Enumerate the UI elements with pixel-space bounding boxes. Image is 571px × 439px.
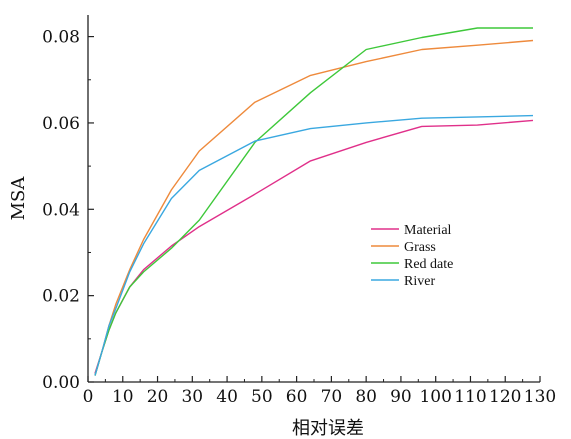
x-axis-title: 相对误差 bbox=[292, 418, 364, 439]
x-tick-label: 90 bbox=[390, 387, 412, 407]
legend-label-river: River bbox=[404, 274, 435, 289]
y-axis-title: MSA bbox=[8, 176, 29, 221]
legend-label-material: Material bbox=[404, 223, 452, 238]
axes: 0 10 20 30 40 50 60 70 80 90 100 110 120 130 0.00 0.02 0… bbox=[42, 15, 556, 407]
x-tick-label: 10 bbox=[112, 387, 134, 407]
x-tick-label: 100 bbox=[419, 387, 451, 407]
y-tick-label: 0.08 bbox=[42, 28, 80, 48]
series-lines bbox=[94, 27, 534, 376]
x-tick-label: 60 bbox=[286, 387, 308, 407]
x-tick-label: 130 bbox=[524, 387, 556, 407]
series-line-material bbox=[94, 119, 534, 374]
legend-label-red-date: Red date bbox=[404, 257, 453, 272]
y-tick-label: 0.00 bbox=[42, 373, 80, 393]
legend: Material Grass Red date River bbox=[371, 223, 453, 289]
x-tick-label: 80 bbox=[355, 387, 377, 407]
x-tick-label: 40 bbox=[216, 387, 238, 407]
series-line-red-date bbox=[94, 27, 533, 376]
x-tick-label: 20 bbox=[147, 387, 169, 407]
x-tick-label: 70 bbox=[321, 387, 343, 407]
x-tick-label: 30 bbox=[181, 387, 203, 407]
y-tick-label: 0.02 bbox=[42, 287, 80, 307]
y-tick-label: 0.04 bbox=[42, 200, 80, 220]
series-line-river bbox=[94, 114, 534, 376]
legend-label-grass: Grass bbox=[404, 240, 436, 255]
x-tick-label: 50 bbox=[251, 387, 273, 407]
x-tick-label: 120 bbox=[489, 387, 521, 407]
x-tick-label: 110 bbox=[454, 387, 486, 407]
x-tick-label: 0 bbox=[83, 387, 94, 407]
y-tick-label: 0.06 bbox=[42, 114, 80, 134]
